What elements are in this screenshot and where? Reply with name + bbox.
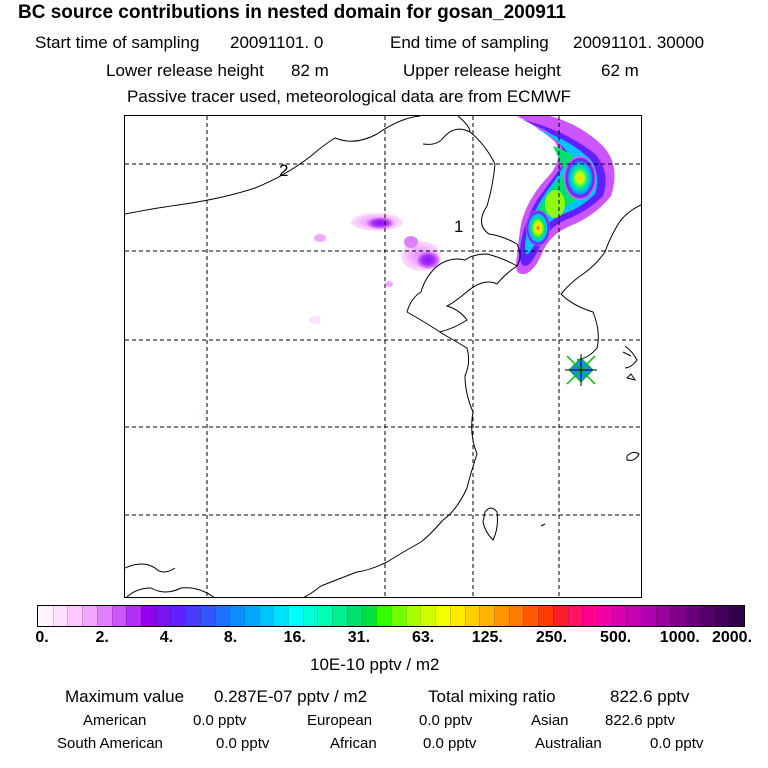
colorbar-swatch: [96, 606, 113, 626]
colorbar-swatch: [258, 606, 274, 626]
colorbar-swatch: [641, 606, 657, 626]
lower-release-label: Lower release height: [106, 61, 264, 80]
colorbar: [37, 605, 745, 627]
american-value: 0.0 pptv: [193, 712, 247, 729]
colorbar-swatch: [538, 606, 554, 626]
colorbar-tick-label: 2.: [95, 629, 109, 646]
upper-release-label: Upper release height: [403, 61, 561, 80]
colorbar-tick-label: 125.: [471, 629, 503, 646]
colorbar-swatch: [699, 606, 716, 626]
colorbar-swatch: [214, 606, 230, 626]
colorbar-swatch: [420, 606, 436, 626]
asian-label: Asian: [531, 712, 569, 729]
max-value-label: Maximum value: [65, 687, 185, 706]
colorbar-swatch: [464, 606, 480, 626]
colorbar-swatch: [479, 606, 495, 626]
colorbar-swatch: [714, 606, 730, 626]
european-label: European: [307, 712, 373, 729]
start-time-label: Start time of sampling: [35, 33, 200, 52]
colorbar-swatch: [655, 606, 671, 626]
colorbar-swatch: [199, 606, 215, 626]
lower-release-value: 82 m: [291, 61, 329, 80]
australian-label: Australian: [535, 735, 602, 752]
total-mixing-value: 822.6 pptv: [610, 687, 690, 706]
upper-release-value: 62 m: [601, 61, 639, 80]
plot-title: BC source contributions in nested domain…: [18, 2, 566, 23]
colorbar-swatch: [405, 606, 421, 626]
colorbar-unit: 10E-10 pptv / m2: [310, 655, 440, 674]
colorbar-tick-label: 2000.: [711, 629, 753, 646]
african-value: 0.0 pptv: [423, 735, 477, 752]
south-american-label: South American: [57, 735, 163, 752]
colorbar-swatch: [140, 606, 157, 626]
colorbar-swatch: [243, 606, 260, 626]
total-mixing-label: Total mixing ratio: [428, 687, 556, 706]
colorbar-swatch: [596, 606, 613, 626]
colorbar-swatch: [332, 606, 348, 626]
african-label: African: [330, 735, 377, 752]
colorbar-swatch: [302, 606, 318, 626]
concentration-plume-northeast: [516, 116, 615, 275]
colorbar-swatch: [317, 606, 333, 626]
colorbar-tick-label: 0.: [35, 629, 49, 646]
end-time-label: End time of sampling: [390, 33, 549, 52]
colorbar-swatch: [391, 606, 407, 626]
australian-value: 0.0 pptv: [650, 735, 704, 752]
colorbar-swatch: [126, 606, 142, 626]
map-outline: [125, 116, 641, 597]
colorbar-swatch: [493, 606, 510, 626]
colorbar-tick-label: 16.: [283, 629, 306, 646]
region-label-2: 2: [279, 161, 288, 180]
colorbar-swatch: [111, 606, 127, 626]
receptor-marker: [565, 354, 597, 386]
asian-value: 822.6 pptv: [605, 712, 676, 729]
region-label-1: 1: [454, 217, 463, 236]
colorbar-swatch: [626, 606, 642, 626]
colorbar-swatch: [582, 606, 598, 626]
colorbar-swatch: [155, 606, 171, 626]
colorbar-swatch: [685, 606, 701, 626]
colorbar-tick-label: 31.: [347, 629, 371, 646]
colorbar-swatch: [508, 606, 524, 626]
start-time-value: 20091101. 0: [230, 33, 324, 52]
tracer-note: Passive tracer used, meteorological data…: [127, 87, 572, 106]
colorbar-swatch: [273, 606, 289, 626]
european-value: 0.0 pptv: [419, 712, 473, 729]
colorbar-swatch: [435, 606, 451, 626]
american-label: American: [83, 712, 147, 729]
colorbar-swatch: [376, 606, 392, 626]
colorbar-swatch: [38, 606, 54, 626]
colorbar-tick-label: 63.: [411, 629, 435, 646]
colorbar-swatch: [361, 606, 377, 626]
colorbar-tick-label: 500.: [600, 629, 632, 646]
colorbar-swatch: [346, 606, 363, 626]
concentration-plume-central: [203, 213, 441, 418]
lat-lon-grid: [125, 116, 641, 597]
colorbar-swatch: [185, 606, 201, 626]
max-value: 0.287E-07 pptv / m2: [214, 687, 368, 706]
colorbar-tick-label: 4.: [159, 629, 174, 646]
colorbar-tick-label: 1000.: [659, 629, 700, 646]
colorbar-tick-label: 8.: [223, 629, 238, 646]
colorbar-swatch: [523, 606, 539, 626]
colorbar-swatch: [567, 606, 583, 626]
colorbar-swatch: [229, 606, 245, 626]
colorbar-swatch: [552, 606, 568, 626]
map-canvas: 2 1: [125, 116, 641, 597]
colorbar-swatch: [729, 606, 745, 626]
colorbar-swatch: [170, 606, 186, 626]
colorbar-swatch: [449, 606, 466, 626]
colorbar-swatch: [52, 606, 68, 626]
colorbar-swatch: [611, 606, 627, 626]
colorbar-swatch: [82, 606, 98, 626]
colorbar-swatch: [67, 606, 83, 626]
end-time-value: 20091101. 30000: [573, 33, 705, 52]
colorbar-swatch: [288, 606, 304, 626]
south-american-value: 0.0 pptv: [216, 735, 270, 752]
colorbar-tick-label: 250.: [535, 629, 568, 646]
map-panel: 2 1: [124, 115, 642, 598]
colorbar-swatch: [670, 606, 686, 626]
